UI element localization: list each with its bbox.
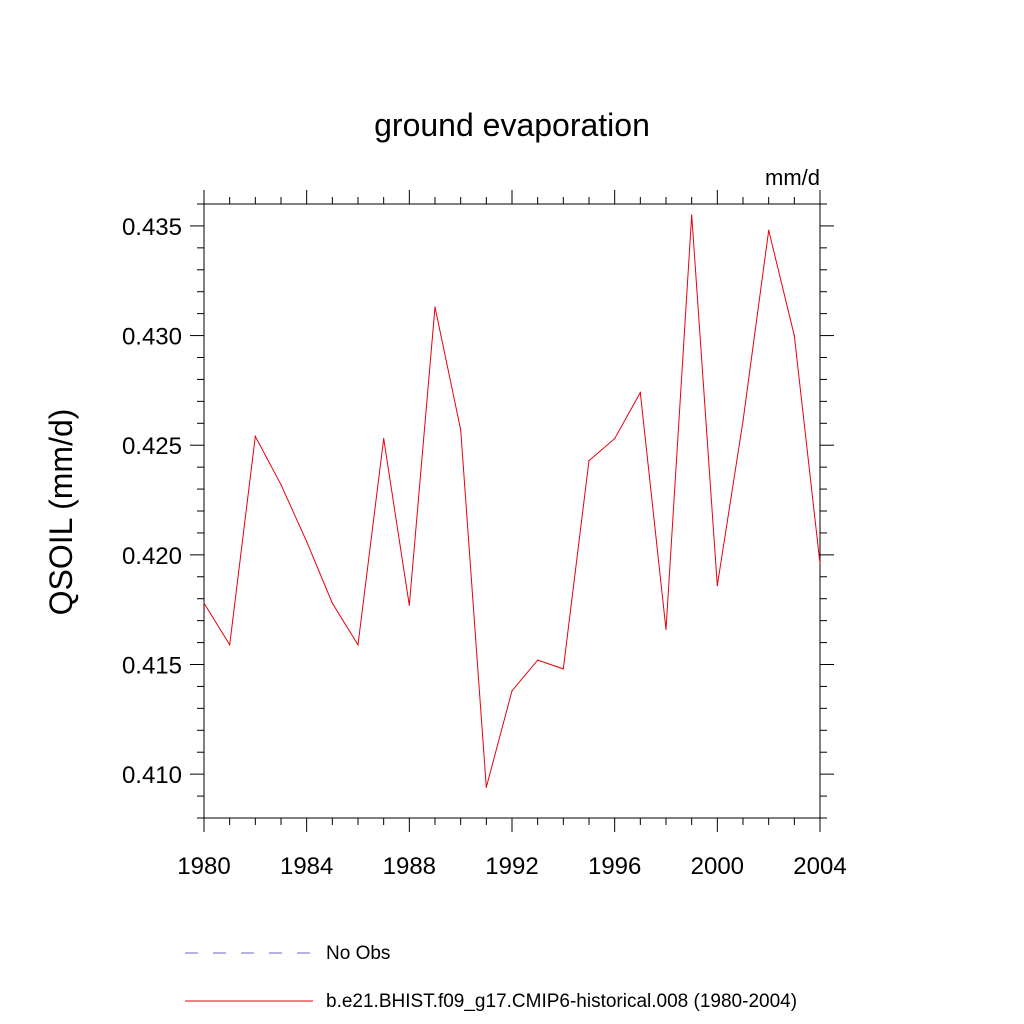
y-axis-label: QSOIL (mm/d): [43, 409, 79, 616]
data-point: [768, 229, 770, 231]
data-point: [408, 604, 410, 606]
data-point: [280, 484, 282, 486]
data-point: [716, 585, 718, 587]
series-layer: [203, 214, 821, 788]
data-point: [511, 690, 513, 692]
y-tick-label: 0.420: [122, 543, 182, 570]
y-tick-label: 0.435: [122, 214, 182, 241]
data-point: [229, 644, 231, 646]
data-point: [793, 335, 795, 337]
data-point: [639, 392, 641, 394]
axes: 1980 1984 1988 1992 1996 2000 2004 0.410 0.415 0.…: [122, 190, 847, 880]
x-tick-label: 1992: [485, 853, 538, 880]
y-tick-label: 0.415: [122, 653, 182, 680]
legend-label-model: b.e21.BHIST.f09_g17.CMIP6-historical.008…: [326, 991, 797, 1012]
data-point: [537, 659, 539, 661]
data-point: [434, 306, 436, 308]
data-point: [819, 563, 821, 565]
legend-label-no-obs: No Obs: [326, 943, 390, 964]
units-label: mm/d: [765, 165, 820, 190]
x-tick-label: 2004: [793, 853, 846, 880]
series-line-0: [203, 214, 821, 788]
data-point: [383, 438, 385, 440]
data-point: [588, 460, 590, 462]
data-point: [203, 602, 205, 604]
data-point: [331, 602, 333, 604]
data-point: [460, 429, 462, 431]
x-tick-label: 1980: [177, 853, 230, 880]
x-tick-label: 1988: [383, 853, 436, 880]
x-tick-label: 1996: [588, 853, 641, 880]
data-point: [306, 541, 308, 543]
plot-frame: [203, 203, 821, 819]
data-point: [665, 628, 667, 631]
y-tick-label: 0.430: [122, 324, 182, 351]
data-point: [357, 644, 359, 646]
data-point: [485, 786, 487, 788]
x-tick-label: 1984: [280, 853, 333, 880]
chart-title: ground evaporation: [374, 107, 650, 143]
data-point: [691, 214, 693, 216]
data-point: [614, 438, 616, 440]
legend: No Obs b.e21.BHIST.f09_g17.CMIP6-histori…: [185, 943, 797, 1012]
data-point: [742, 420, 744, 422]
x-tick-label: 2000: [691, 853, 744, 880]
data-point: [562, 668, 564, 670]
data-point: [254, 435, 256, 437]
y-tick-label: 0.410: [122, 762, 182, 789]
y-tick-label: 0.425: [122, 433, 182, 460]
